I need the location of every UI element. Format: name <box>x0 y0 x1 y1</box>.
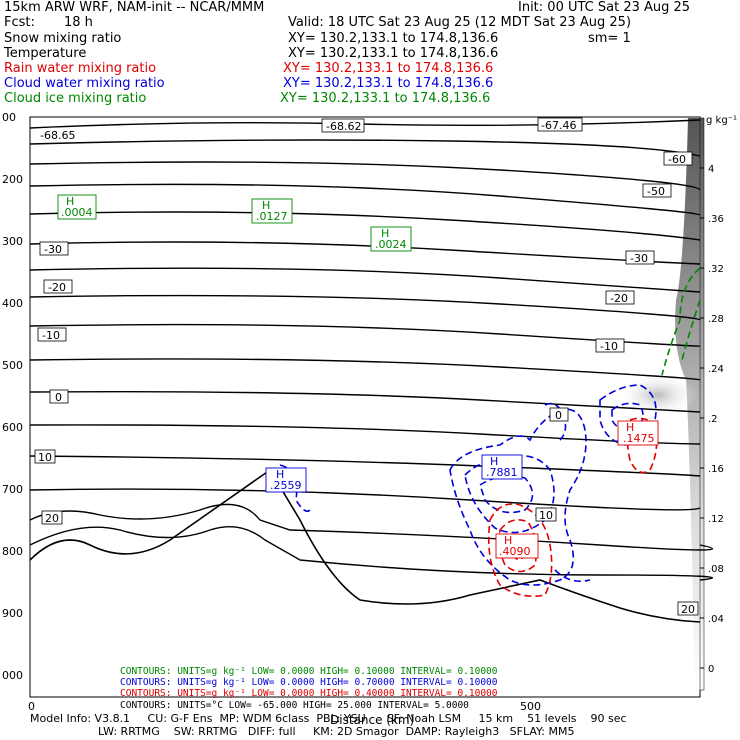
svg-text:H: H <box>276 468 284 481</box>
max-marker-rain: H .4090 <box>495 533 539 559</box>
temp-label: -10 <box>42 329 60 342</box>
field-name-cloud-water: Cloud water mixing ratio <box>4 76 165 91</box>
rain-contours <box>487 417 658 598</box>
field-xy-snow: XY= 130.2,133.1 to 174.8,136.6 <box>288 31 499 46</box>
maxima-markers: H .0004 H .0127 H .0024 H .2559 H .7881 … <box>57 194 659 559</box>
contour-spec-rain: CONTOURS: UNITS=g kg⁻¹ LOW= 0.0000 HIGH=… <box>120 688 498 699</box>
field-xy-cloud-water: XY= 130.2,133.1 to 174.8,136.6 <box>283 76 494 91</box>
max-marker-cloud-water: H .7881 <box>481 454 523 480</box>
colorbar-tick-label: .16 <box>708 464 724 475</box>
max-marker-cloud-water: H .2559 <box>265 467 307 493</box>
temp-label: -10 <box>600 340 618 353</box>
colorbar-tick-label: 4 <box>708 164 714 175</box>
colorbar-tick-label: .28 <box>708 314 724 325</box>
svg-text:.2559: .2559 <box>270 479 302 492</box>
snow-shading-lobe <box>618 373 698 417</box>
svg-text:H: H <box>504 534 512 547</box>
temp-label: -50 <box>647 185 665 198</box>
temperature-labels: -68.65 -68.62 -67.46 -60 -50 -30 -30 -20… <box>34 117 699 616</box>
field-xy-rain: XY= 130.2,133.1 to 174.8,136.6 <box>283 61 494 76</box>
max-marker-cloud-ice: H .0127 <box>251 198 293 224</box>
svg-text:.4090: .4090 <box>499 545 531 558</box>
field-xy-cloud-ice: XY= 130.2,133.1 to 174.8,136.6 <box>280 91 491 106</box>
contour-spec-cloud-water: CONTOURS: UNITS=g kg⁻¹ LOW= 0.0000 HIGH=… <box>120 677 498 688</box>
temp-label: 10 <box>539 509 553 522</box>
temp-label: -30 <box>630 252 648 265</box>
y-tick-label: 900 <box>2 607 23 620</box>
field-smoothing: sm= 1 <box>588 31 631 46</box>
max-marker-cloud-ice: H .0004 <box>57 194 97 220</box>
field-name-snow: Snow mixing ratio <box>4 31 122 46</box>
temp-label: -60 <box>668 153 686 166</box>
temp-label: -68.62 <box>326 120 361 133</box>
y-tick-label: 700 <box>2 483 23 496</box>
field-name-rain: Rain water mixing ratio <box>4 61 157 76</box>
temp-label: -67.46 <box>541 119 576 132</box>
temp-label: 20 <box>681 603 695 616</box>
contour-spec-cloud-ice: CONTOURS: UNITS=g kg⁻¹ LOW= 0.0000 HIGH=… <box>120 666 498 677</box>
svg-text:H: H <box>262 199 270 212</box>
valid-time: Valid: 18 UTC Sat 23 Aug 25 (12 MDT Sat … <box>288 15 632 30</box>
contour-spec-temperature: CONTOURS: UNITS=°C LOW= -65.000 HIGH= 25… <box>120 700 469 711</box>
colorbar-tick-label: .36 <box>708 214 724 225</box>
y-tick-label: 500 <box>2 359 23 372</box>
y-tick-label: 000 <box>2 669 23 682</box>
temp-label: -20 <box>610 292 628 305</box>
temp-label: -68.65 <box>40 129 75 142</box>
temp-label: 20 <box>45 512 59 525</box>
y-tick-label: 300 <box>2 235 23 248</box>
svg-text:.1475: .1475 <box>623 432 655 445</box>
y-tick-label: 400 <box>2 297 23 310</box>
svg-text:.0004: .0004 <box>61 206 93 219</box>
colorbar-unit: g kg⁻¹ <box>706 115 737 126</box>
chart-title: 15km ARW WRF, NAM-init -- NCAR/MMM <box>4 0 265 15</box>
colorbar-tick-label: .08 <box>708 564 724 575</box>
x-tick-label: 0 <box>28 700 35 713</box>
cloud-ice-contours <box>661 267 701 376</box>
svg-text:H: H <box>66 195 74 208</box>
field-name-temperature: Temperature <box>4 46 87 61</box>
x-axis-label: Distance (km) <box>330 713 414 727</box>
terrain-profile <box>29 468 701 623</box>
init-time: Init: 00 UTC Sat 23 Aug 25 <box>518 0 691 15</box>
model-info-line: Model Info: V3.8.1 CU: G-F Ens MP: WDM 6… <box>30 712 627 725</box>
field-name-cloud-ice: Cloud ice mixing ratio <box>4 91 147 106</box>
temp-label: -30 <box>44 243 62 256</box>
y-tick-label: 800 <box>2 545 23 558</box>
cloud-water-contours <box>279 384 657 586</box>
colorbar-tick-label: .04 <box>708 614 724 625</box>
field-xy-temperature: XY= 130.2,133.1 to 174.8,136.6 <box>288 46 499 61</box>
max-marker-rain: H .1475 <box>617 420 659 446</box>
svg-text:H: H <box>490 455 498 468</box>
max-marker-cloud-ice: H .0024 <box>370 226 412 252</box>
svg-text:H: H <box>381 227 389 240</box>
y-tick-label: 00 <box>2 111 16 124</box>
forecast-hour: 18 h <box>64 15 93 30</box>
temp-label: 0 <box>555 409 562 422</box>
temp-label: 10 <box>38 451 52 464</box>
colorbar-tick-label: .2 <box>708 414 718 425</box>
temp-label: -20 <box>48 281 66 294</box>
colorbar-tick-label: 0 <box>708 664 714 675</box>
svg-text:H: H <box>626 421 634 434</box>
y-tick-label: 600 <box>2 421 23 434</box>
colorbar <box>699 117 705 691</box>
svg-text:.0024: .0024 <box>375 238 407 251</box>
forecast-label: Fcst: <box>4 15 35 30</box>
svg-text:.7881: .7881 <box>486 466 518 479</box>
svg-text:.0127: .0127 <box>256 210 288 223</box>
contour-specs: CONTOURS: UNITS=g kg⁻¹ LOW= 0.0000 HIGH=… <box>120 666 498 711</box>
temp-label: 0 <box>55 391 62 404</box>
y-tick-label: 200 <box>2 173 23 186</box>
colorbar-tick-label: .24 <box>708 364 724 375</box>
colorbar-tick-label: .32 <box>708 264 724 275</box>
x-tick-label: 500 <box>520 700 541 713</box>
model-physics-line: LW: RRTMG SW: RRTMG DIFF: full KM: 2D Sm… <box>98 725 575 738</box>
colorbar-tick-label: .12 <box>708 514 724 525</box>
